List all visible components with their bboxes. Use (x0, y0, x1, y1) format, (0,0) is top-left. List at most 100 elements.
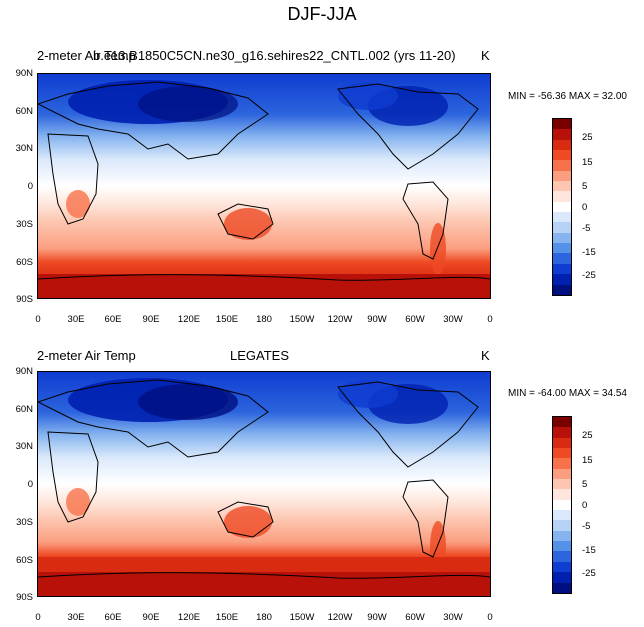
lat-tick-label: 30N (15, 143, 33, 154)
colorbar-swatch (553, 253, 571, 264)
lon-tick-label: 150W (289, 314, 315, 325)
colorbar-swatch (553, 561, 571, 573)
colorbar (552, 416, 572, 594)
colorbar-swatch (553, 530, 571, 542)
colorbar-label: -25 (582, 568, 596, 579)
lon-tick-label: 60E (104, 612, 122, 623)
colorbar-swatch (553, 150, 571, 161)
colorbar-swatch (553, 119, 571, 130)
lon-tick-label: 30W (443, 612, 463, 623)
lat-tick-label: 30N (15, 441, 33, 452)
lat-tick-label: 90N (15, 366, 33, 377)
colorbar-swatch (553, 263, 571, 275)
map-field (38, 372, 490, 596)
colorbar-swatch (553, 160, 571, 171)
colorbar-label: 5 (582, 479, 588, 490)
lon-tick-label: 90W (367, 314, 387, 325)
min-max-stats: MIN = -56.36 MAX = 32.00 (508, 91, 627, 102)
units-label: K (481, 48, 490, 63)
lon-tick-label: 120W (327, 314, 353, 325)
lon-tick-label: 90E (142, 612, 160, 623)
lat-tick-label: 30S (16, 219, 33, 230)
colorbar-swatch (553, 468, 571, 480)
lon-tick-label: 30W (443, 314, 463, 325)
colorbar-label: 15 (582, 157, 593, 168)
lon-tick-label: 60W (405, 314, 425, 325)
colorbar-swatch (553, 448, 571, 459)
lon-tick-label: 150E (215, 612, 239, 623)
colorbar-swatch (553, 201, 571, 213)
colorbar-label: 25 (582, 430, 593, 441)
colorbar-label: -5 (582, 223, 591, 234)
lon-tick-label: 60W (405, 612, 425, 623)
colorbar-label: 0 (582, 500, 588, 511)
lat-tick-label: 90S (16, 592, 33, 603)
colorbar-swatch (553, 572, 571, 583)
colorbar-swatch (553, 181, 571, 192)
colorbar-swatch (553, 417, 571, 428)
lon-tick-label: 60E (104, 314, 122, 325)
lon-tick-label: 180 (256, 612, 272, 623)
lon-tick-label: 0 (35, 314, 41, 325)
lat-tick-label: 60N (15, 106, 33, 117)
case-label: b.e13.B1850C5CN.ne30_g16.sehires22_CNTL.… (93, 48, 456, 63)
lon-tick-label: 150E (215, 314, 239, 325)
colorbar-swatch (553, 139, 571, 151)
lon-tick-label: 120E (177, 314, 201, 325)
lat-tick-label: 60N (15, 404, 33, 415)
colorbar-swatch (553, 284, 571, 295)
colorbar-swatch (553, 499, 571, 511)
colorbar-swatch (553, 541, 571, 552)
colorbar-label: 5 (582, 181, 588, 192)
colorbar-label: -5 (582, 521, 591, 532)
lon-tick-label: 90E (142, 314, 160, 325)
colorbar-swatch (553, 520, 571, 531)
variable-label: 2-meter Air Temp (37, 48, 136, 63)
temperature-map (37, 371, 491, 597)
colorbar-swatch (553, 243, 571, 254)
temperature-map (37, 73, 491, 299)
colorbar-swatch (553, 232, 571, 244)
colorbar-label: -15 (582, 247, 596, 258)
lon-tick-label: 150W (289, 612, 315, 623)
lat-tick-label: 90N (15, 68, 33, 79)
variable-label: 2-meter Air Temp (37, 348, 136, 363)
lon-tick-label: 90W (367, 612, 387, 623)
colorbar-swatch (553, 458, 571, 469)
case-label: LEGATES (230, 348, 290, 363)
colorbar-swatch (553, 129, 571, 140)
colorbar-label: 25 (582, 132, 593, 143)
lon-tick-label: 0 (487, 612, 493, 623)
lon-tick-label: 0 (487, 314, 493, 325)
lon-tick-label: 30E (67, 314, 85, 325)
colorbar-swatch (553, 479, 571, 490)
colorbar-label: 0 (582, 202, 588, 213)
colorbar-swatch (553, 510, 571, 521)
colorbar-swatch (553, 551, 571, 562)
lon-tick-label: 120W (327, 612, 353, 623)
lat-tick-label: 60S (16, 257, 33, 268)
colorbar-swatch (553, 191, 571, 202)
lat-tick-label: 30S (16, 517, 33, 528)
lat-tick-label: 60S (16, 555, 33, 566)
colorbar-swatch (553, 212, 571, 223)
colorbar-swatch (553, 427, 571, 438)
colorbar-swatch (553, 437, 571, 449)
colorbar-swatch (553, 274, 571, 285)
map-field (38, 74, 490, 298)
colorbar-swatch (553, 222, 571, 233)
lon-tick-label: 180 (256, 314, 272, 325)
lon-tick-label: 30E (67, 612, 85, 623)
lat-tick-label: 90S (16, 294, 33, 305)
lat-tick-label: 0 (27, 181, 33, 192)
colorbar (552, 118, 572, 296)
colorbar-swatch (553, 489, 571, 500)
min-max-stats: MIN = -64.00 MAX = 34.54 (508, 388, 627, 399)
lon-tick-label: 120E (177, 612, 201, 623)
units-label: K (481, 348, 490, 363)
lat-tick-label: 0 (27, 479, 33, 490)
figure-title: DJF-JJA (287, 4, 357, 24)
colorbar-label: 15 (582, 455, 593, 466)
colorbar-label: -15 (582, 545, 596, 556)
lon-tick-label: 0 (35, 612, 41, 623)
